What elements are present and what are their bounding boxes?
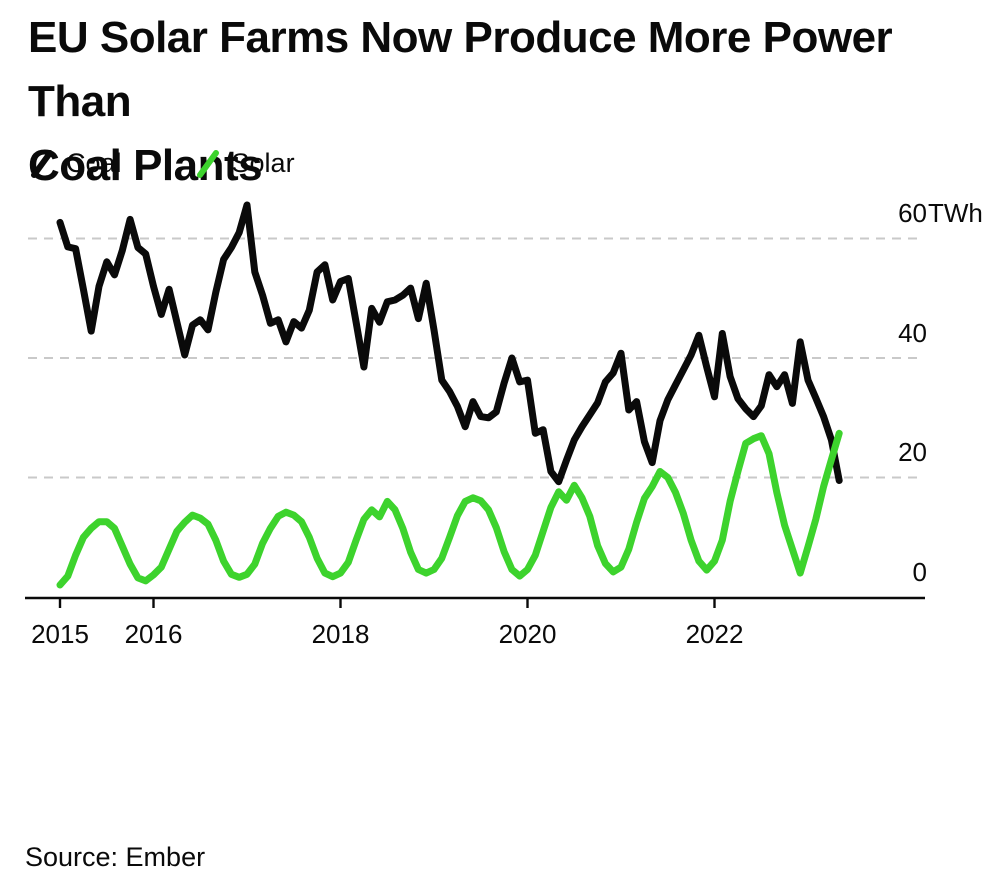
legend-item-solar: Solar	[196, 148, 295, 179]
legend-item-coal: Coal	[30, 148, 122, 179]
x-axis-label-2022: 2022	[685, 619, 744, 649]
x-axis-label-2015: 2015	[31, 619, 89, 649]
solar-line	[56, 429, 843, 589]
source-note: Source: Ember	[25, 842, 206, 872]
y-axis-label-0: 0	[912, 557, 927, 587]
coal-slash-icon	[30, 149, 54, 179]
legend-label-coal: Coal	[66, 148, 122, 178]
chart-title-line2: Coal Plants	[28, 141, 263, 190]
x-axis-label-2016: 2016	[124, 619, 183, 649]
chart-title-line1: EU Solar Farms Now Produce More Power Th…	[28, 13, 893, 126]
y-axis-unit: TWh	[928, 198, 983, 228]
y-axis-label-20: 20	[898, 437, 927, 467]
legend-label-solar: Solar	[231, 148, 295, 178]
solar-slash-icon	[196, 149, 220, 179]
legend: Coal Solar	[30, 148, 295, 179]
x-axis-label-2020: 2020	[498, 619, 557, 649]
chart-title: EU Solar Farms Now Produce More Power Th…	[28, 6, 988, 198]
x-axis-label-2018: 2018	[311, 619, 370, 649]
y-axis-label-60: 60	[898, 198, 927, 228]
y-axis-label-40: 40	[898, 318, 927, 348]
coal-line	[56, 201, 843, 486]
